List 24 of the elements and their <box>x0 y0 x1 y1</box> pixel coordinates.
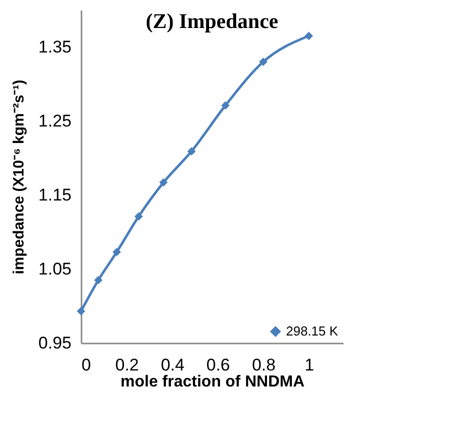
y-tick-label: 1.25 <box>38 112 72 130</box>
point <box>94 276 102 284</box>
x-tick-label: 0 <box>82 356 91 374</box>
point <box>259 58 268 66</box>
point <box>304 32 314 40</box>
x-tick-label: 0.2 <box>115 356 139 374</box>
legend-label: 298.15 K <box>286 324 338 338</box>
point <box>187 147 196 156</box>
y-tick-label: 0.95 <box>38 334 72 352</box>
x-tick-label: 0.8 <box>252 356 276 374</box>
y-tick-label: 1.05 <box>38 260 72 278</box>
x-tick-label: 0.4 <box>160 356 184 374</box>
y-tick-label: 1.15 <box>38 186 72 204</box>
x-axis-title: mole fraction of NNDMA <box>120 374 305 390</box>
x-tick-label: 0.6 <box>206 356 230 374</box>
point <box>221 101 230 110</box>
chart-title: (Z) Impedance <box>146 9 278 33</box>
y-tick-label: 1.35 <box>38 38 72 56</box>
point <box>112 248 121 256</box>
point <box>134 212 143 221</box>
x-tick-label: 1 <box>304 356 314 374</box>
point <box>159 178 168 187</box>
y-axis-title: impedance (X10⁻⁶ kgm⁻²s⁻¹) <box>10 80 28 274</box>
point <box>76 306 86 316</box>
